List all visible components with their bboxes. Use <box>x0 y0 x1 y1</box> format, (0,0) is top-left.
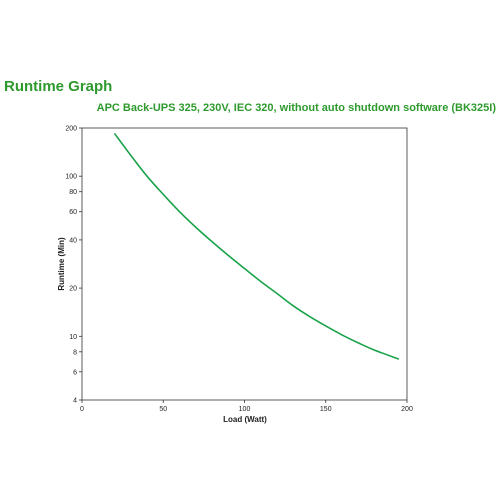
x-tick-label: 100 <box>239 406 251 413</box>
x-axis: 0 50 100 150 200 <box>80 400 413 413</box>
y-axis: 4 6 8 10 20 40 60 80 100 200 <box>65 126 82 405</box>
x-tick-label: 50 <box>159 406 167 413</box>
y-tick-label: 60 <box>69 209 77 216</box>
chart-title: APC Back-UPS 325, 230V, IEC 320, without… <box>96 102 496 114</box>
runtime-series-line <box>113 132 400 360</box>
y-tick-label: 10 <box>69 334 77 341</box>
y-tick-label: 200 <box>65 126 77 133</box>
y-tick-label: 4 <box>73 398 77 405</box>
page-title: Runtime Graph <box>4 78 113 95</box>
x-tick-label: 150 <box>320 406 332 413</box>
x-tick-label: 200 <box>401 406 413 413</box>
y-axis-title: Runtime (Min) <box>57 237 66 291</box>
y-tick-label: 80 <box>69 189 77 196</box>
x-axis-title: Load (Watt) <box>223 415 267 424</box>
y-tick-label: 6 <box>73 369 77 376</box>
y-tick-label: 8 <box>73 349 77 356</box>
y-tick-label: 40 <box>69 237 77 244</box>
y-tick-label: 100 <box>65 174 77 181</box>
y-tick-label: 20 <box>69 286 77 293</box>
x-tick-label: 0 <box>80 406 84 413</box>
plot-area-frame <box>81 127 408 401</box>
